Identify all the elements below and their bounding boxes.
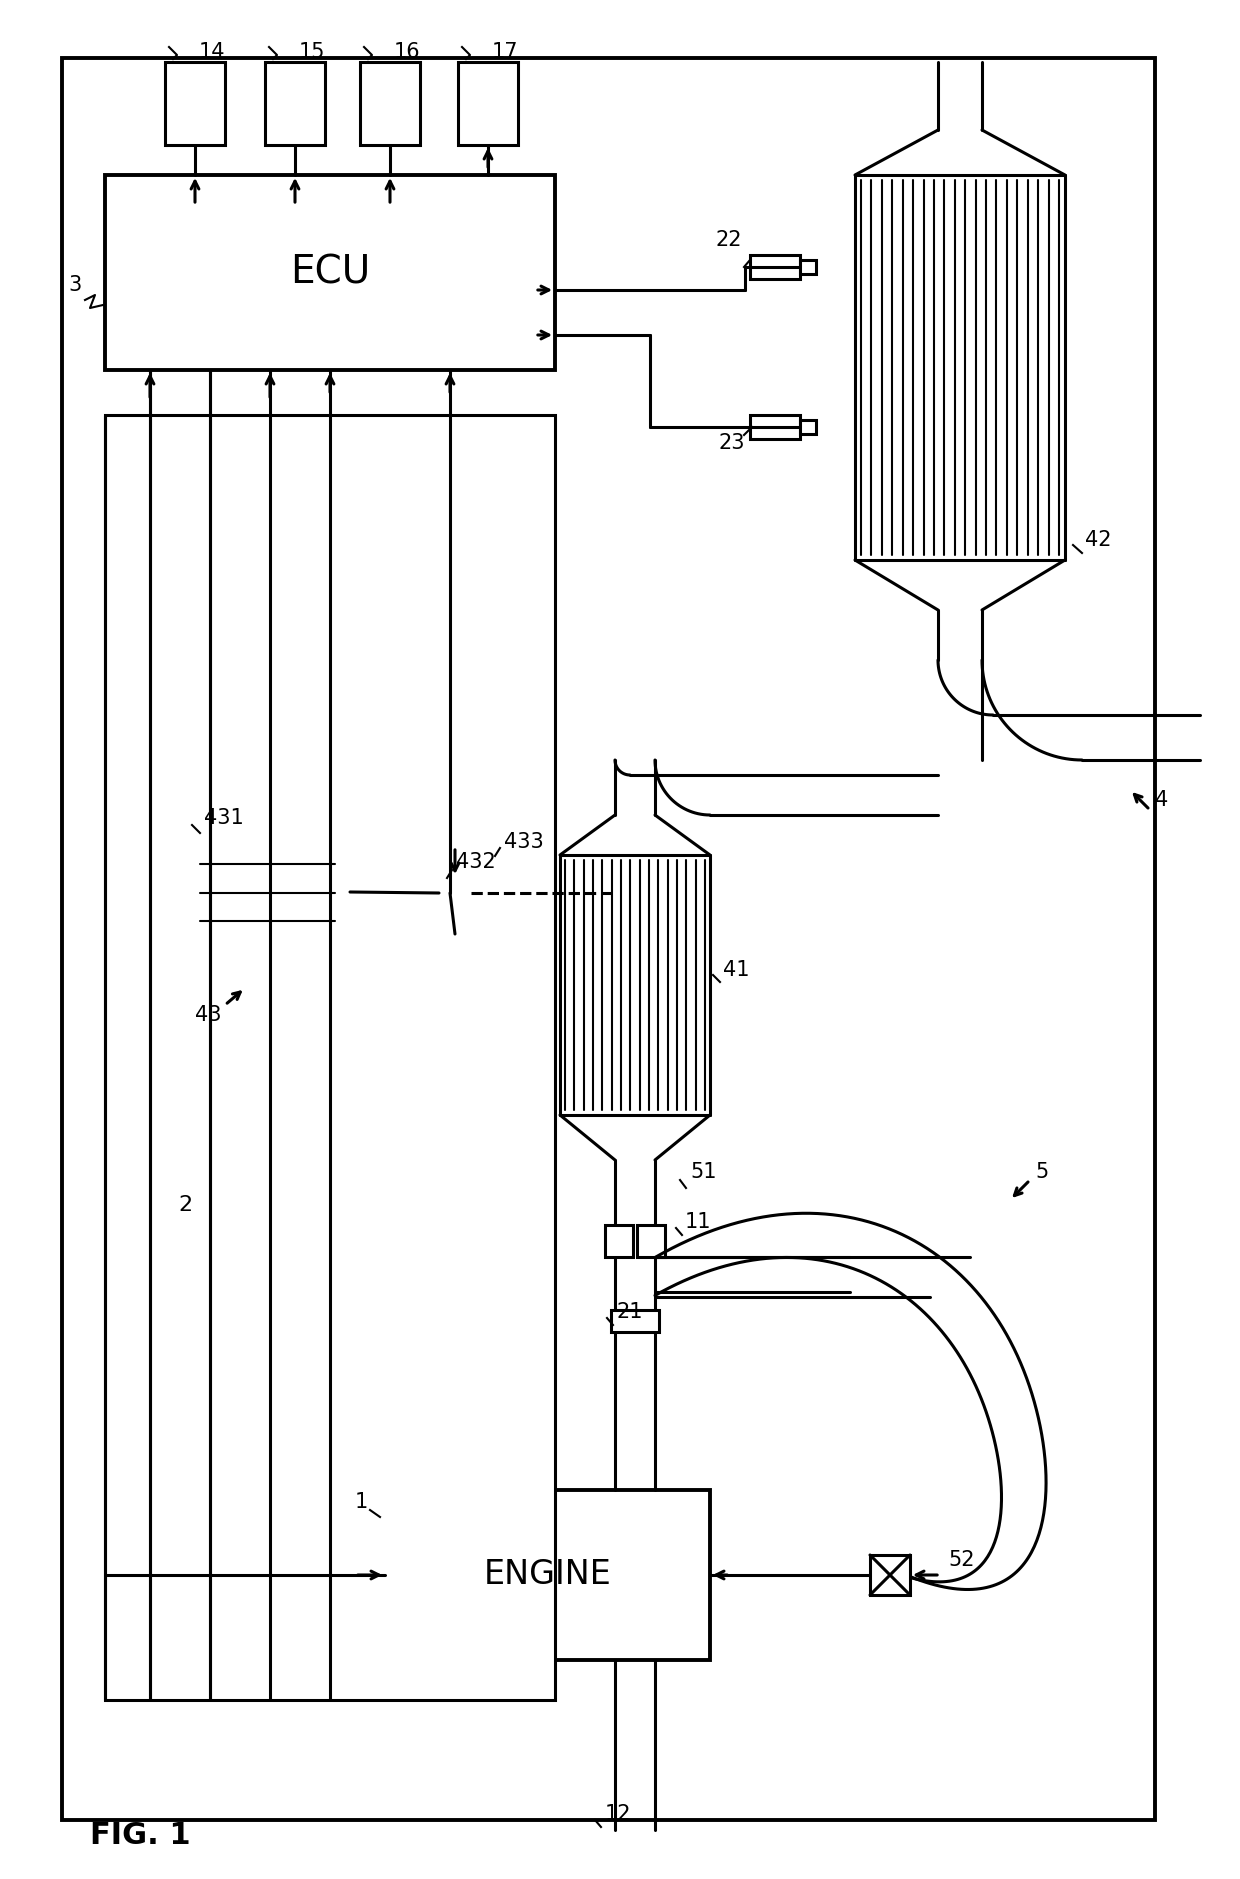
Bar: [265, 62, 325, 145]
Text: 52: 52: [949, 1550, 975, 1571]
Bar: [105, 415, 556, 1700]
Bar: [165, 62, 224, 145]
Bar: [360, 62, 420, 145]
Text: 43: 43: [195, 1005, 222, 1026]
Text: ENGINE: ENGINE: [484, 1558, 611, 1592]
Text: 22: 22: [715, 229, 742, 250]
Bar: [384, 1490, 711, 1659]
Bar: [185, 834, 350, 951]
Text: 14: 14: [198, 41, 226, 62]
Text: FIG. 1: FIG. 1: [91, 1821, 191, 1849]
Bar: [800, 421, 816, 434]
Text: 433: 433: [503, 832, 544, 851]
Text: 1: 1: [355, 1492, 368, 1513]
Text: 51: 51: [689, 1161, 717, 1182]
Bar: [458, 62, 518, 145]
Bar: [439, 877, 471, 909]
Text: 3: 3: [68, 274, 82, 295]
Text: 21: 21: [618, 1302, 644, 1323]
Text: 4: 4: [1154, 789, 1168, 810]
Text: 5: 5: [1035, 1161, 1048, 1182]
Bar: [750, 415, 800, 440]
Text: 23: 23: [718, 432, 744, 453]
Text: 42: 42: [1085, 530, 1111, 551]
Text: 12: 12: [605, 1804, 631, 1825]
Bar: [105, 175, 556, 370]
Text: 432: 432: [456, 851, 496, 872]
Text: 2: 2: [179, 1195, 192, 1216]
Text: 16: 16: [394, 41, 420, 62]
Text: 17: 17: [492, 41, 518, 62]
Bar: [800, 259, 816, 274]
Bar: [62, 58, 1154, 1821]
Text: 11: 11: [684, 1212, 712, 1233]
Bar: [605, 1225, 632, 1257]
Text: 15: 15: [299, 41, 325, 62]
Text: 431: 431: [205, 808, 244, 829]
Bar: [637, 1225, 665, 1257]
Bar: [750, 256, 800, 278]
Text: 41: 41: [723, 960, 749, 981]
Bar: [870, 1556, 910, 1595]
Bar: [611, 1310, 658, 1332]
Text: ECU: ECU: [290, 254, 370, 291]
